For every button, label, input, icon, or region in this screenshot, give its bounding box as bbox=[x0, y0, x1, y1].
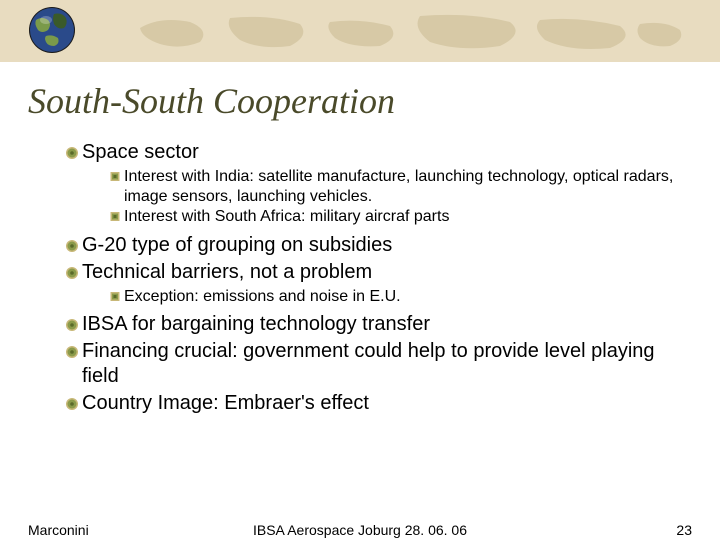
sub-bullet-icon bbox=[106, 291, 124, 302]
footer-event: IBSA Aerospace Joburg 28. 06. 06 bbox=[0, 522, 720, 538]
bullet-icon bbox=[62, 239, 82, 253]
world-map-decoration bbox=[130, 8, 690, 56]
sub-bullet-group: Interest with India: satellite manufactu… bbox=[106, 167, 682, 227]
bullet-icon bbox=[62, 345, 82, 359]
bullet-icon bbox=[62, 146, 82, 160]
bullet-icon bbox=[62, 266, 82, 280]
header-band bbox=[0, 0, 720, 62]
globe-icon bbox=[28, 6, 76, 54]
sub-bullet-text: Interest with South Africa: military air… bbox=[124, 207, 449, 227]
sub-bullet-group: Exception: emissions and noise in E.U. bbox=[106, 287, 682, 307]
bullet-text: Technical barriers, not a problem bbox=[82, 260, 372, 285]
footer-page-number: 23 bbox=[676, 522, 692, 538]
bullet-level1: G-20 type of grouping on subsidies bbox=[62, 233, 682, 258]
slide-title: South-South Cooperation bbox=[28, 80, 720, 122]
bullet-text: Country Image: Embraer's effect bbox=[82, 391, 369, 416]
sub-bullet-icon bbox=[106, 171, 124, 182]
sub-bullet-text: Exception: emissions and noise in E.U. bbox=[124, 287, 401, 307]
bullet-level2: Interest with India: satellite manufactu… bbox=[106, 167, 682, 206]
bullet-level1: IBSA for bargaining technology transfer bbox=[62, 312, 682, 337]
bullet-icon bbox=[62, 318, 82, 332]
bullet-text: G-20 type of grouping on subsidies bbox=[82, 233, 392, 258]
content-area: Space sector Interest with India: satell… bbox=[62, 140, 682, 416]
bullet-text: Space sector bbox=[82, 140, 199, 165]
bullet-level2: Interest with South Africa: military air… bbox=[106, 207, 682, 227]
bullet-text: Financing crucial: government could help… bbox=[82, 339, 682, 389]
bullet-level2: Exception: emissions and noise in E.U. bbox=[106, 287, 682, 307]
sub-bullet-text: Interest with India: satellite manufactu… bbox=[124, 167, 682, 206]
bullet-level1: Country Image: Embraer's effect bbox=[62, 391, 682, 416]
bullet-icon bbox=[62, 397, 82, 411]
bullet-text: IBSA for bargaining technology transfer bbox=[82, 312, 430, 337]
bullet-level1: Financing crucial: government could help… bbox=[62, 339, 682, 389]
sub-bullet-icon bbox=[106, 211, 124, 222]
bullet-level1: Space sector bbox=[62, 140, 682, 165]
bullet-level1: Technical barriers, not a problem bbox=[62, 260, 682, 285]
